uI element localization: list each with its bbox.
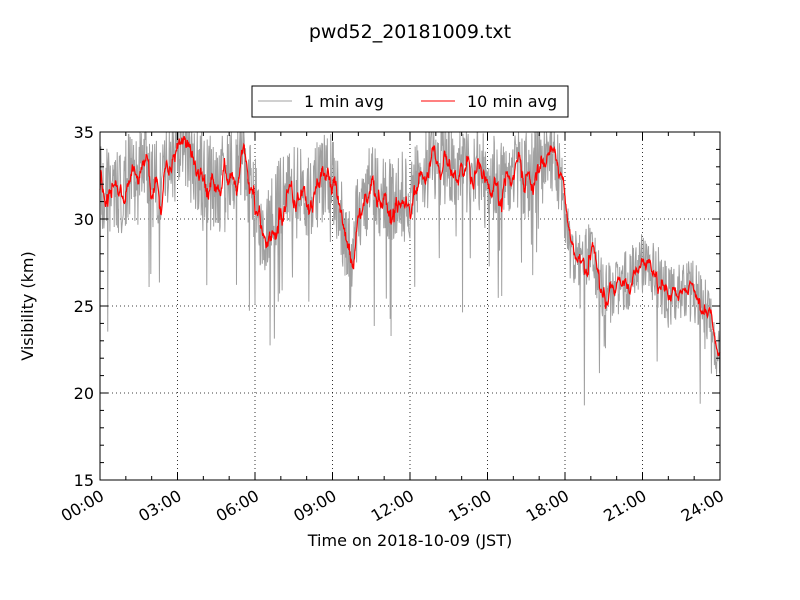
legend-label-1-min-avg: 1 min avg [304, 92, 384, 111]
line-10-min-avg [99, 135, 721, 357]
x-tick-label: 09:00 [290, 486, 339, 526]
x-tick-label: 00:00 [58, 486, 107, 526]
x-tick-label: 24:00 [678, 486, 727, 526]
y-tick-label: 15 [74, 471, 94, 490]
y-axis: 15 20 25 30 35 [74, 123, 720, 490]
legend-box [251, 85, 569, 118]
series-10-min-avg [99, 135, 721, 357]
x-tick-label: 18:00 [523, 486, 572, 526]
chart-title: pwd52_20181009.txt [309, 21, 511, 43]
series-1-min-avg [99, 131, 721, 406]
y-tick-label: 35 [74, 123, 94, 142]
line-1-min-avg [99, 131, 721, 406]
y-tick-label: 20 [74, 384, 94, 403]
x-tick-label: 03:00 [135, 486, 184, 526]
legend-label-10-min-avg: 10 min avg [467, 92, 557, 111]
legend: 1 min avg 10 min avg [251, 85, 569, 118]
x-tick-label: 06:00 [213, 486, 262, 526]
y-tick-label: 30 [74, 210, 94, 229]
grid-lines [100, 132, 720, 480]
x-tick-label: 21:00 [600, 486, 649, 526]
x-tick-label: 15:00 [445, 486, 494, 526]
x-tick-label: 12:00 [368, 486, 417, 526]
x-axis-label: Time on 2018-10-09 (JST) [307, 531, 512, 550]
y-tick-label: 25 [74, 297, 94, 316]
y-axis-label: Visibility (km) [18, 251, 37, 360]
